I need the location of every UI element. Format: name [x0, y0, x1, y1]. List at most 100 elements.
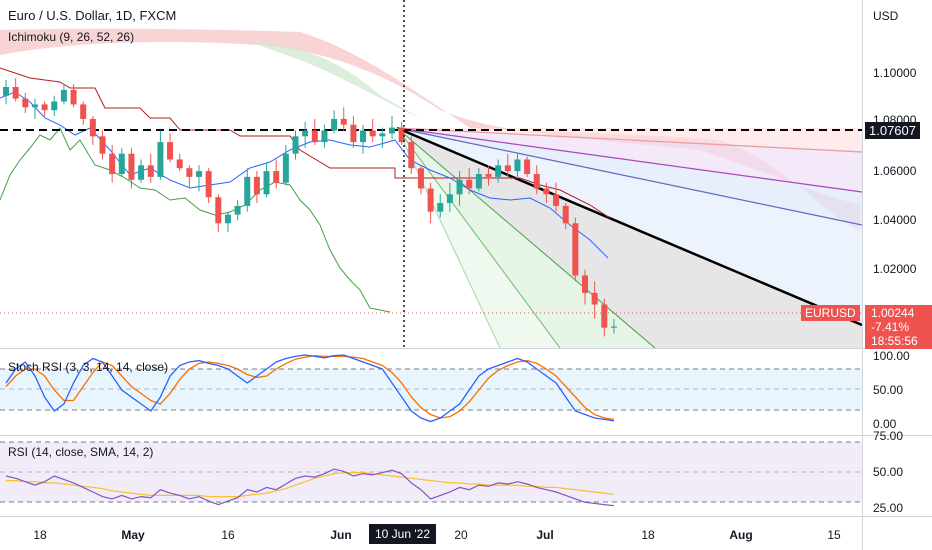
stoch-pane — [0, 349, 862, 434]
candle-body[interactable] — [302, 130, 309, 137]
price-change: -7.41% — [871, 320, 910, 334]
stoch-axis[interactable]: 100.00 50.00 0.00 — [873, 349, 910, 431]
candle-body[interactable] — [205, 171, 212, 198]
rsi-line — [5, 468, 615, 507]
candle-body[interactable] — [582, 275, 588, 293]
candle-body[interactable] — [282, 153, 289, 183]
candle-body[interactable] — [485, 174, 492, 177]
candle-body[interactable] — [610, 326, 617, 328]
candle-body[interactable] — [591, 292, 598, 305]
candle-body[interactable] — [360, 130, 367, 143]
candle-body[interactable] — [128, 153, 135, 180]
price-axis[interactable]: USD 1.10000 1.08000 1.06000 1.04000 1.02… — [873, 9, 917, 276]
candle-body[interactable] — [321, 130, 328, 143]
candle-body[interactable] — [253, 176, 260, 195]
candle-body[interactable] — [22, 98, 29, 108]
candle-body[interactable] — [543, 188, 550, 195]
candle-body[interactable] — [118, 153, 125, 174]
candle-body[interactable] — [292, 136, 299, 154]
candle-body[interactable] — [70, 89, 77, 105]
rsi-legend[interactable]: RSI (14, close, SMA, 14, 2) — [8, 445, 154, 459]
candle-body[interactable] — [176, 159, 183, 169]
candle-body[interactable] — [533, 174, 540, 189]
candle-body[interactable] — [379, 133, 386, 137]
stoch-legend[interactable]: Stoch RSI (3, 3, 14, 14, close) — [8, 360, 169, 374]
candle-body[interactable] — [263, 171, 270, 195]
candle-body[interactable] — [234, 205, 241, 215]
candle-body[interactable] — [553, 194, 560, 206]
candle-body[interactable] — [417, 168, 424, 189]
candle-body[interactable] — [504, 165, 511, 172]
candle-body[interactable] — [562, 205, 569, 224]
candle-body[interactable] — [475, 174, 482, 189]
rsi-pane — [0, 436, 862, 516]
ichimoku-legend[interactable]: Ichimoku (9, 26, 52, 26) — [8, 30, 135, 44]
time-tick: May — [121, 528, 145, 542]
candle-body[interactable] — [437, 203, 444, 212]
candle-body[interactable] — [456, 179, 463, 195]
stoch-tick: 50.00 — [873, 383, 903, 397]
time-tick: 20 — [454, 528, 468, 542]
price-tick: 1.06000 — [873, 164, 917, 178]
candle-body[interactable] — [167, 142, 174, 160]
candle-body[interactable] — [41, 104, 48, 111]
candle-body[interactable] — [138, 165, 145, 180]
candle-body[interactable] — [244, 176, 251, 206]
candle-body[interactable] — [215, 197, 222, 224]
candle-body[interactable] — [157, 142, 164, 177]
candle-body[interactable] — [80, 104, 87, 119]
candle-body[interactable] — [60, 89, 67, 102]
time-tick: Jun — [330, 528, 351, 542]
candle-body[interactable] — [524, 159, 531, 175]
candle-body[interactable] — [340, 118, 347, 125]
candles-group — [3, 78, 617, 337]
rsi-ma-line — [6, 472, 615, 498]
candle-body[interactable] — [446, 194, 453, 203]
last-price: 1.00244 — [871, 306, 915, 320]
candle-body[interactable] — [514, 159, 521, 172]
candle-body[interactable] — [601, 304, 608, 328]
candle-body[interactable] — [466, 179, 473, 189]
time-tick: 18 — [33, 528, 47, 542]
candle-body[interactable] — [311, 130, 318, 143]
candle-body[interactable] — [109, 153, 116, 174]
candle-body[interactable] — [273, 171, 280, 183]
time-tick: Aug — [729, 528, 752, 542]
crosshair-date-badge: 10 Jun '22 — [369, 524, 437, 544]
fan-fill-gray — [397, 128, 862, 348]
bar-countdown: 18:55:56 — [871, 334, 918, 348]
candle-body[interactable] — [12, 87, 19, 99]
candle-body[interactable] — [495, 165, 502, 177]
fan-line-main — [396, 126, 862, 327]
rsi-tick: 50.00 — [873, 465, 903, 479]
candle-body[interactable] — [572, 223, 579, 276]
price-tick: 1.02000 — [873, 262, 917, 276]
chart-title: Euro / U.S. Dollar, 1D, FXCM — [8, 8, 177, 23]
candle-body[interactable] — [427, 188, 434, 212]
candle-body[interactable] — [196, 171, 202, 177]
candle-body[interactable] — [398, 127, 405, 143]
chikou-line — [0, 127, 391, 313]
candle-body[interactable] — [224, 214, 231, 224]
candle-body[interactable] — [389, 127, 395, 134]
currency-label: USD — [873, 9, 899, 23]
candle-body[interactable] — [31, 104, 38, 108]
candle-body[interactable] — [89, 118, 96, 137]
rsi-tick: 75.00 — [873, 429, 903, 443]
candle-body[interactable] — [51, 101, 58, 111]
last-price-badge: 1.00244 -7.41% 18:55:56 — [865, 305, 932, 349]
candle-body[interactable] — [186, 168, 193, 177]
candle-body[interactable] — [147, 165, 154, 177]
candle-body[interactable] — [369, 130, 376, 137]
fan-line-green2 — [396, 127, 561, 348]
candle-body[interactable] — [331, 118, 338, 131]
level-price-badge: 1.07607 — [865, 122, 920, 139]
fan-line-blue — [396, 127, 862, 226]
candle-body[interactable] — [99, 136, 106, 154]
candle-body[interactable] — [3, 87, 9, 96]
candle-body[interactable] — [408, 142, 415, 169]
rsi-axis[interactable]: 75.00 50.00 25.00 — [873, 429, 903, 515]
time-axis[interactable]: 18 May 16 Jun 20 Jul 18 Aug 15 — [33, 528, 841, 542]
candle-body[interactable] — [350, 124, 357, 143]
